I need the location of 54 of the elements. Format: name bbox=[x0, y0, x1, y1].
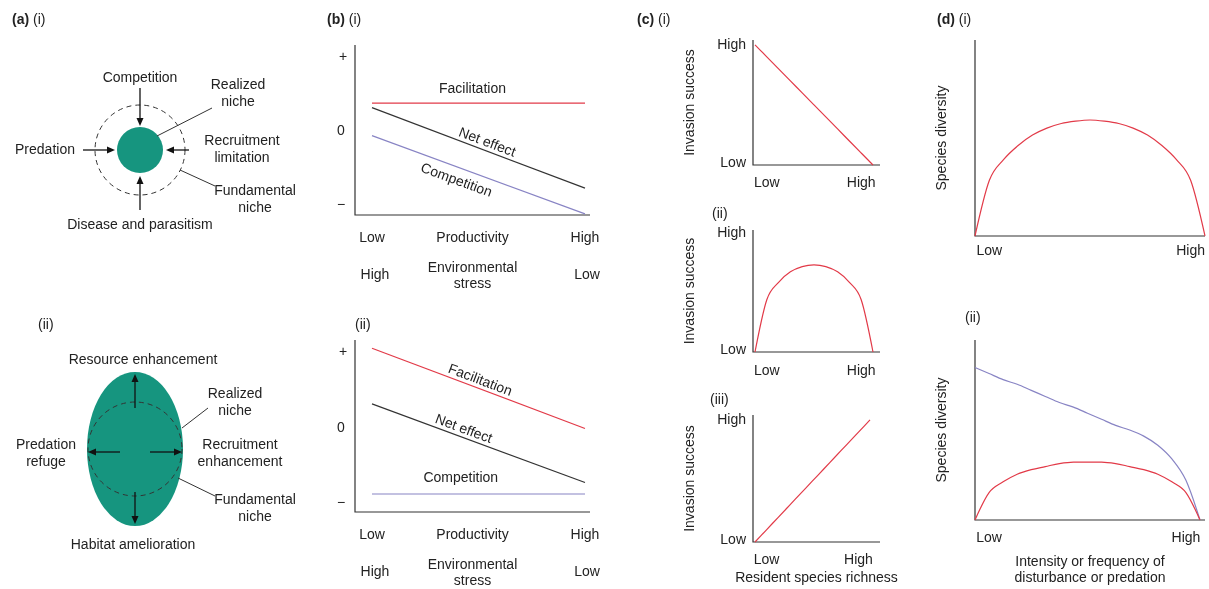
annotation: Fundamental niche bbox=[214, 490, 296, 524]
chart-title: (ii) bbox=[965, 308, 981, 325]
text: Low bbox=[574, 265, 601, 282]
y-axis-title: Invasion success bbox=[680, 49, 697, 156]
annotation: − bbox=[336, 195, 346, 212]
x2-axis-title: Environmental stress bbox=[427, 555, 518, 588]
y-axis-title: Invasion success bbox=[680, 425, 697, 532]
annotation: Fundamental niche bbox=[214, 181, 296, 215]
text: Realized niche bbox=[207, 384, 263, 418]
annotation: 0 bbox=[337, 418, 346, 435]
y-axis-title: Species diversity bbox=[932, 377, 949, 483]
x-tick-label: Low bbox=[976, 528, 1003, 545]
y-axis-title: Species diversity bbox=[932, 85, 949, 191]
text: Low bbox=[574, 562, 601, 579]
text: + bbox=[338, 47, 348, 64]
text: Realized niche bbox=[210, 75, 266, 109]
text: Net effect bbox=[456, 123, 519, 160]
chart-title: (iii) bbox=[710, 390, 729, 407]
x-tick-label: Low bbox=[359, 525, 386, 542]
text: (ii) bbox=[38, 315, 54, 332]
text: Low bbox=[720, 153, 747, 170]
text: Low bbox=[720, 340, 747, 357]
text: High bbox=[717, 35, 746, 52]
chart-title: (d) (i) bbox=[937, 10, 972, 27]
text: Resource enhancement bbox=[68, 350, 218, 367]
annotation: Recruitment enhancement bbox=[197, 435, 283, 469]
x2-axis-title: Environmental stress bbox=[427, 258, 518, 291]
x-axis-title: Productivity bbox=[436, 228, 509, 245]
text: Predation bbox=[15, 140, 75, 157]
text: Predation refuge bbox=[16, 435, 76, 469]
text: (a) (i) bbox=[12, 10, 46, 27]
text: Habitat amelioration bbox=[70, 535, 196, 552]
chart-title: (ii) bbox=[712, 204, 728, 221]
chart-title: (c) (i) bbox=[637, 10, 671, 27]
annotation: 0 bbox=[337, 121, 346, 138]
text: Competition bbox=[102, 68, 178, 85]
text: Net effect bbox=[433, 410, 495, 447]
y-axis-title: Invasion success bbox=[680, 237, 697, 345]
annotation: − bbox=[336, 493, 346, 510]
chart-title: (ii) bbox=[355, 315, 371, 332]
x-axis-title: Resident species richness bbox=[735, 568, 898, 585]
chart-title: (b) (i) bbox=[327, 10, 362, 27]
text: Disease and parasitism bbox=[67, 215, 213, 232]
x-tick-label: High bbox=[1171, 528, 1201, 545]
text: High bbox=[717, 410, 746, 427]
x-tick-label: High bbox=[570, 525, 600, 542]
series-label: Competition bbox=[423, 468, 499, 485]
text: High bbox=[360, 562, 390, 579]
text: High bbox=[360, 265, 390, 282]
annotation: + bbox=[338, 342, 348, 359]
x-axis-title: Intensity or frequency of disturbance or predation bbox=[1014, 552, 1166, 585]
annotation: Recruitment limitation bbox=[204, 131, 280, 165]
x-axis-title: Productivity bbox=[436, 525, 509, 542]
series-label: Facilitation bbox=[439, 80, 506, 97]
